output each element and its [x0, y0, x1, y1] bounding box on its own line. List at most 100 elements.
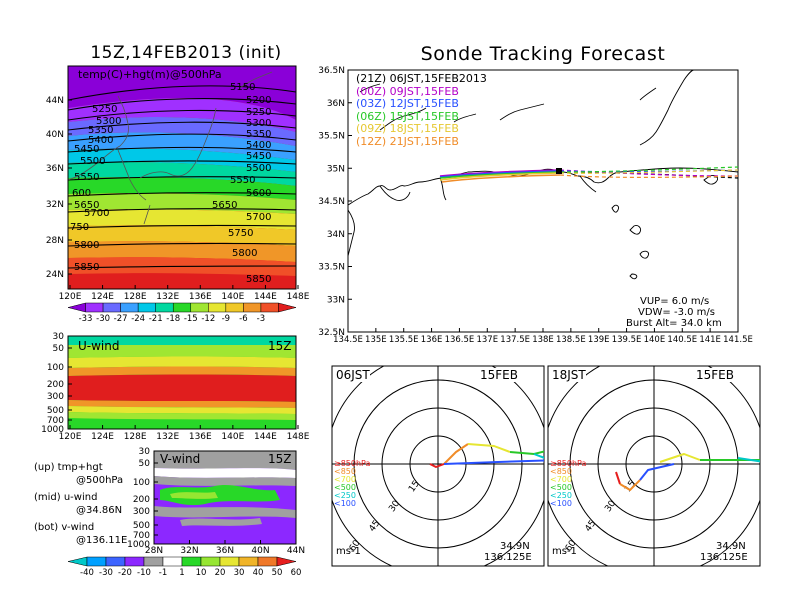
colorbar500-label: -24: [131, 314, 145, 324]
polar-level: ≥850hPa: [334, 459, 371, 468]
hodograph-segment: [467, 443, 511, 453]
hodograph-segment: [659, 453, 701, 463]
polar-units: ms-1: [552, 546, 577, 557]
polar-lat: 34.9N: [500, 541, 530, 552]
track-lon-tick: 137.5E: [500, 335, 530, 345]
vwind-p-tick: 700: [133, 531, 150, 541]
colorbar500-label: -9: [222, 314, 230, 324]
vwind-label: V-wind: [160, 452, 201, 466]
contour-label: 5600: [246, 188, 272, 199]
colorbar500-label: -15: [184, 314, 198, 324]
hodograph-segment: [443, 443, 469, 465]
map500-lon-tick: 132E: [156, 292, 179, 302]
colorbar500-label: -30: [96, 314, 110, 324]
contour-label: 600: [72, 188, 92, 199]
track-lon-tick: 140.5E: [667, 335, 697, 345]
map500-lon-tick: 140E: [221, 292, 244, 302]
colorbarV-swatch: [276, 556, 297, 567]
polar-level: <250: [334, 491, 356, 500]
track-lat-tick: 36N: [327, 99, 345, 109]
contour-label: 5700: [84, 208, 110, 219]
map500-lat-tick: 36N: [46, 164, 64, 174]
colorbarV-label: -10: [137, 568, 151, 578]
polar-level: <850: [550, 467, 572, 476]
track-lat-tick: 34.5N: [318, 197, 345, 207]
polar-date: 15FEB: [696, 368, 734, 382]
track-legend-item: (03Z) 12JST,15FEB: [356, 97, 459, 110]
legend-up: (up) tmp+hgt: [34, 462, 103, 473]
contour-label: 5400: [246, 140, 272, 151]
polar-level: <700: [334, 475, 356, 484]
colorbarV-label: 40: [253, 568, 264, 578]
track-lon-tick: 138E: [532, 335, 554, 345]
uwind-p-tick: 500: [47, 406, 64, 416]
track-lon-tick: 139.5E: [612, 335, 642, 345]
track-lon-tick: 139E: [588, 335, 610, 345]
contour-label: 5700: [246, 212, 272, 223]
colorbar500-swatch: [67, 302, 86, 313]
colorbar500-label: -33: [79, 314, 93, 324]
colorbarV-swatch: [124, 556, 145, 567]
colorbarV-label: 10: [196, 568, 207, 578]
track-line: [439, 171, 561, 179]
polar-level: <500: [334, 483, 356, 492]
colorbar500-swatch: [120, 302, 139, 313]
contour-label: 5850: [74, 262, 100, 273]
legend-bot: (bot) v-wind: [34, 522, 95, 533]
contour-label: 5800: [232, 248, 258, 259]
map500-lon-tick: 128E: [124, 292, 147, 302]
colorbar500-swatch: [278, 302, 297, 313]
uwind-lon-tick: 144E: [254, 432, 277, 442]
map500-lat-tick: 28N: [46, 236, 64, 246]
track-lat-tick: 36.5N: [318, 66, 345, 76]
track-line-descent: [559, 166, 739, 173]
colorbar500-swatch: [172, 302, 192, 313]
vwind-p-tick: 50: [139, 459, 151, 469]
colorbar500-label: -18: [166, 314, 180, 324]
colorbar500-label: -12: [201, 314, 215, 324]
track-lat-tick: 34N: [327, 230, 345, 240]
hodograph-segment: [533, 453, 544, 459]
map500-lon-tick: 124E: [91, 292, 114, 302]
contour-label: 5550: [74, 172, 100, 183]
polar-time: 18JST: [552, 368, 586, 382]
track-lon-tick: 137E: [476, 335, 498, 345]
track-lon-tick: 141E: [699, 335, 721, 345]
track-line: [439, 169, 561, 177]
colorbarV-label: 30: [234, 568, 245, 578]
track-line-descent: [559, 169, 739, 173]
colorbarV-label: 50: [272, 568, 283, 578]
polar-units: ms-1: [336, 546, 361, 557]
uwind-p-tick: 200: [47, 380, 64, 390]
vwind-time: 15Z: [268, 452, 292, 466]
uwind-lon-tick: 128E: [124, 432, 147, 442]
polar-level: <500: [550, 483, 572, 492]
colorbarV-swatch: [105, 556, 126, 567]
polar-level: <100: [550, 499, 572, 508]
contour-label: 5200: [246, 95, 272, 106]
track-line: [439, 170, 561, 178]
colorbarV-label: 1: [179, 568, 184, 578]
contour-label: 5800: [74, 240, 100, 251]
track-lat-tick: 33N: [327, 295, 345, 305]
vwind-p-tick: 1000: [127, 540, 150, 550]
uwind-lon-tick: 132E: [156, 432, 179, 442]
colorbarV-label: -30: [99, 568, 113, 578]
hodograph-segment: [429, 463, 445, 468]
uwind-lon-tick: 120E: [59, 432, 82, 442]
contour-label: 5850: [246, 274, 272, 285]
track-legend-item: (21Z) 06JST,15FEB2013: [356, 72, 487, 85]
hodograph-segment: [639, 463, 675, 481]
colorbar500-swatch: [208, 302, 227, 313]
colorbar500-label: -21: [149, 314, 163, 324]
map500-lat-tick: 24N: [46, 270, 64, 280]
map500-lon-tick: 148E: [287, 292, 310, 302]
track-lat-tick: 35N: [327, 164, 345, 174]
track-lat-tick: 32.5N: [318, 328, 345, 338]
map500-lon-tick: 144E: [254, 292, 277, 302]
track-lon-tick: 136E: [421, 335, 443, 345]
left-title: 15Z,14FEB2013 (init): [90, 43, 282, 63]
polar-level: ≥850hPa: [550, 459, 587, 468]
map500-lat-tick: 32N: [46, 200, 64, 210]
vwind-p-tick: 30: [139, 447, 151, 457]
